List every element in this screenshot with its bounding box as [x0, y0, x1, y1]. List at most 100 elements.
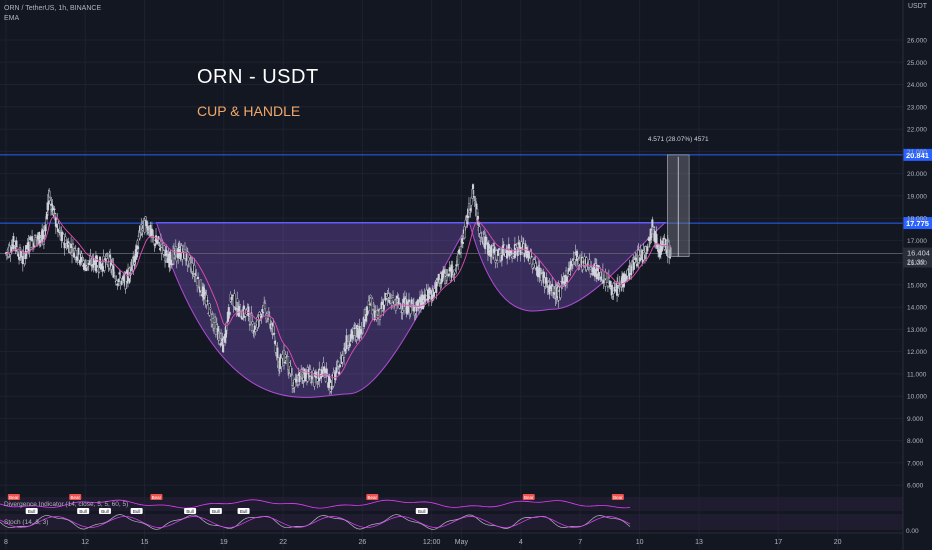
candle-body [248, 324, 251, 326]
time-tick-label: 8 [4, 539, 8, 546]
candle-body [372, 309, 375, 311]
bear-badge [366, 494, 379, 500]
candle-body [650, 236, 653, 238]
candle-body [213, 316, 216, 323]
candle-body [605, 272, 608, 283]
candle-body [293, 379, 296, 388]
candle-body [197, 276, 200, 280]
candle-body [262, 312, 265, 314]
candle-body [274, 344, 277, 353]
time-tick-label: 15 [141, 539, 149, 546]
candle-body [251, 321, 254, 325]
candle-body [498, 248, 501, 251]
candle-body [254, 329, 257, 332]
candle-body [387, 293, 390, 298]
badge-label: Bear [9, 495, 19, 500]
candle-body [222, 344, 225, 353]
badge-label: Bear [524, 495, 534, 500]
price-tick-label: 22.000 [907, 127, 927, 134]
time-tick-label: 13 [695, 539, 703, 546]
price-tick-label: 21.000 [907, 149, 927, 156]
candle-body [239, 304, 242, 307]
candle-body [521, 249, 524, 253]
candle-body [199, 279, 202, 291]
candle-body [626, 269, 629, 277]
candle-body [453, 273, 456, 275]
time-tick-label: 10 [636, 539, 644, 546]
candle-body [64, 236, 67, 241]
annotation-title: ORN - USDT [197, 66, 319, 88]
candle-body [62, 234, 65, 243]
candle-body [496, 260, 499, 264]
handle-shape [468, 222, 667, 312]
candle-body [611, 296, 614, 298]
candle-body [268, 316, 271, 325]
candle-body [607, 277, 610, 279]
badge-label: Bull [212, 509, 220, 514]
ema-legend[interactable]: EMA [4, 15, 20, 22]
candle-body [407, 306, 410, 313]
horizontal-levels[interactable]: 20.841 17.775 16.404 21:39 [0, 148, 932, 268]
badge-label: Bear [368, 495, 378, 500]
candle-body [516, 249, 519, 257]
candle-body [230, 297, 233, 301]
price-tick-label: 6.000 [907, 483, 924, 490]
time-tick-label: 17 [774, 539, 782, 546]
candle-body [608, 280, 611, 288]
candle-body [256, 316, 259, 328]
candle-body [88, 260, 91, 265]
candle-body [589, 269, 592, 274]
candle-body [108, 253, 111, 269]
price-tick-label: 10.000 [907, 394, 927, 401]
divergence-indicator-label[interactable]: Divergence Indicator (14, close, 5, 5, 6… [4, 501, 129, 508]
candle-body [377, 315, 380, 319]
candle-body [454, 269, 457, 271]
candle-body [392, 294, 395, 298]
candle-body [610, 285, 613, 296]
time-tick-label: 12 [81, 539, 89, 546]
bull-badge [25, 508, 38, 514]
candle-body [90, 264, 93, 267]
divergence-line [0, 499, 631, 509]
symbol-header[interactable]: ORN / TetherUS, 1h, BINANCE [4, 5, 102, 12]
price-tick-label: 20.000 [907, 171, 927, 178]
candle-body [493, 246, 496, 252]
candle-body [71, 252, 74, 256]
bull-badge [130, 508, 143, 514]
candle-body [109, 254, 112, 258]
candle-body [169, 251, 172, 264]
price-tick-label: 24.000 [907, 82, 927, 89]
candle-body [379, 308, 382, 316]
candle-body [590, 266, 593, 268]
candle-body [154, 243, 157, 246]
candle-body [120, 280, 123, 285]
price-tick-label: 23.000 [907, 104, 927, 111]
candle-body [77, 247, 80, 255]
candle-body [29, 236, 32, 241]
time-tick-label: 20 [834, 539, 842, 546]
candle-body [502, 244, 505, 246]
time-tick-label: 22 [279, 539, 287, 546]
candle-body [606, 286, 609, 288]
candle-body [57, 223, 60, 230]
candle-body [53, 208, 56, 211]
measure-tool[interactable]: 4.571 (28.07%) 4571 [648, 136, 709, 257]
candle-body [183, 249, 186, 259]
candle-body [369, 295, 372, 298]
candle-body [113, 272, 116, 274]
badge-label: Bull [418, 509, 426, 514]
bull-badge [415, 508, 428, 514]
stoch-indicator-label[interactable]: Stoch (14, 3, 3) [4, 519, 49, 526]
candle-body [45, 213, 48, 220]
candle-body [257, 320, 260, 322]
ema-line [5, 216, 671, 379]
candle-body [105, 254, 108, 256]
candle-body [549, 285, 552, 290]
candle-body [528, 258, 531, 264]
candle-body [433, 288, 436, 293]
candle-body [338, 371, 341, 375]
level-price-label: 17.775 [906, 219, 929, 228]
candle-body [13, 241, 16, 246]
candle-body [338, 364, 341, 368]
